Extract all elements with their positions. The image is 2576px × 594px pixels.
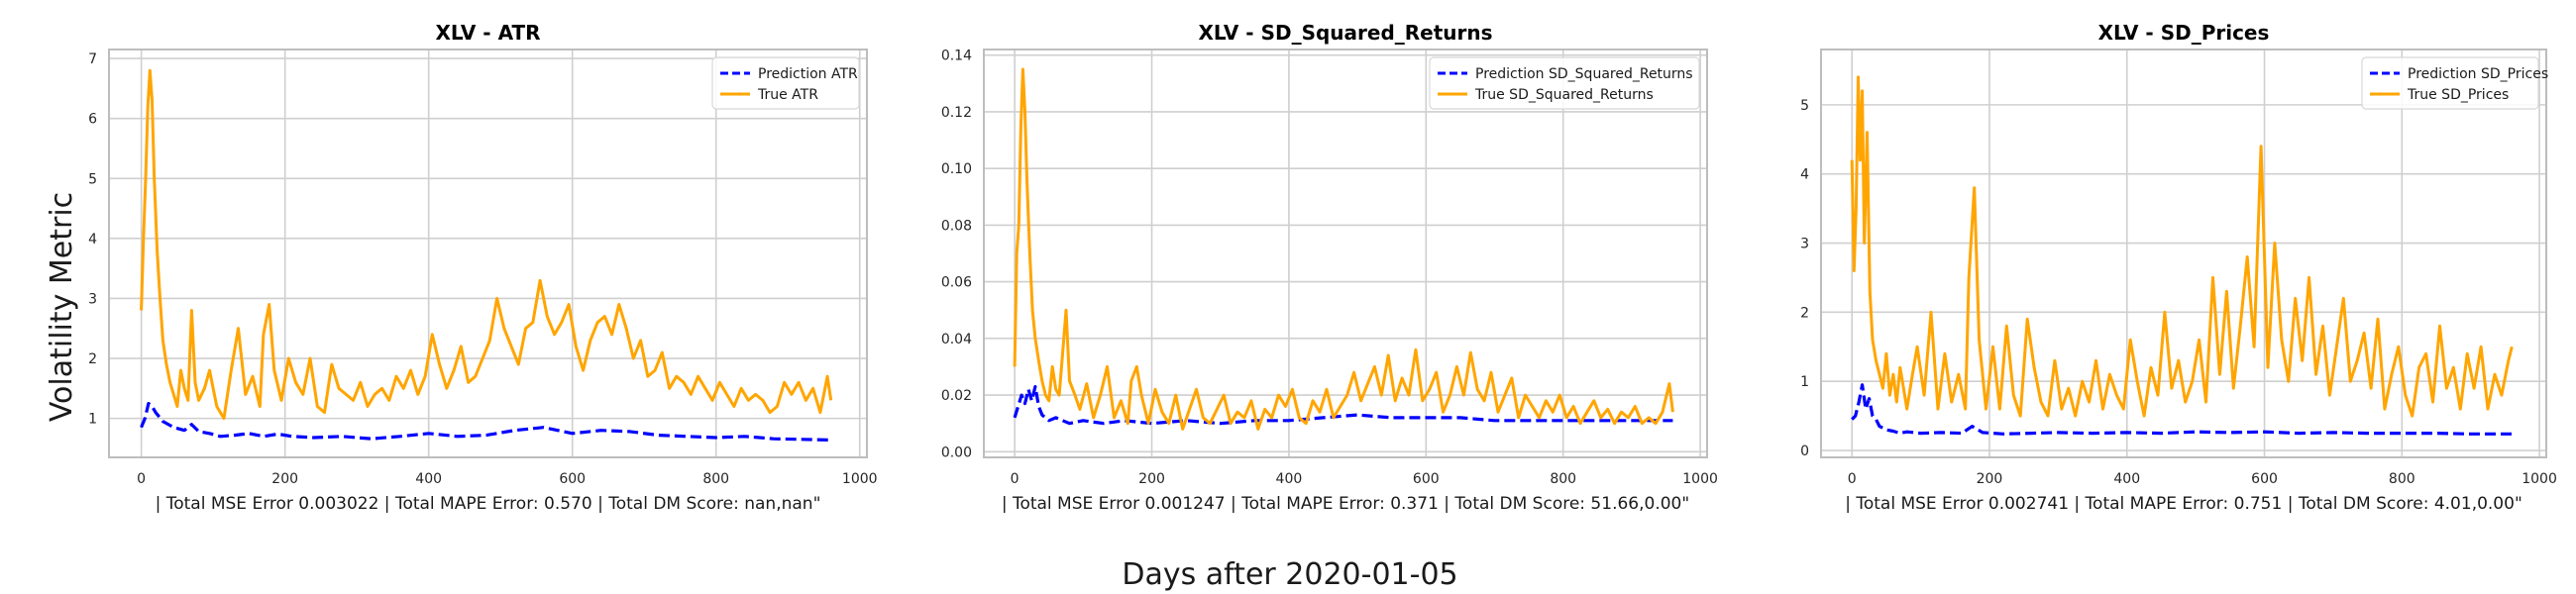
legend-label: True SD_Squared_Returns [1474,87,1654,103]
y-tick-label: 4 [88,232,97,248]
y-tick-label: 0.10 [941,161,972,177]
true-series-line [140,68,833,421]
chart-title: XLV - ATR [435,21,540,45]
figure-x-axis-label: Days after 2020-01-05 [1122,557,1457,592]
true-series-line [1013,67,1674,431]
x-axis-label: | Total MSE Error 0.002741 | Total MAPE … [1845,494,2522,514]
x-tick-label: 600 [1413,471,1440,487]
y-tick-label: 0.04 [941,332,972,347]
legend: Prediction SD_Prices True SD_Prices [2361,56,2548,110]
x-tick-label: 400 [2113,471,2140,487]
y-tick-label: 0.06 [941,275,972,291]
y-tick-label: 1 [1800,374,1809,390]
plot-frame [983,49,1708,458]
prediction-series-line [1013,384,1673,426]
y-tick-label: 5 [88,171,97,187]
x-tick-label: 800 [2389,471,2415,487]
true-series-line [1850,75,2514,418]
x-tick-label: 1000 [842,471,878,487]
y-tick-label: 0.12 [941,105,972,121]
legend-label: Prediction SD_Prices [2408,66,2548,82]
x-tick-label: 200 [1138,471,1165,487]
x-axis-label: | Total MSE Error 0.003022 | Total MAPE … [156,494,821,514]
y-tick-label: 2 [88,351,97,367]
x-tick-label: 600 [559,471,586,487]
prediction-series-line [1851,383,2513,436]
legend-label: Prediction ATR [758,66,858,82]
plot-frame [108,49,868,458]
x-tick-label: 200 [1977,471,2003,487]
y-tick-label: 0.14 [941,49,972,64]
chart-panel-2: 0 200 400 600 800 1000 0.00 0.02 0.04 0.06 0.08 0.1… [941,21,1718,514]
y-tick-label: 7 [88,51,97,67]
x-tick-label: 0 [1011,471,1020,487]
x-tick-label: 0 [1848,471,1857,487]
y-tick-label: 3 [88,291,97,307]
x-tick-label: 800 [1550,471,1576,487]
legend: Prediction ATR True ATR [711,56,860,110]
chart-title: XLV - SD_Squared_Returns [1198,21,1492,45]
legend-box [1429,56,1700,110]
y-tick-label: 0.08 [941,218,972,234]
chart-panel-1: 0 200 400 600 800 1000 1 2 3 4 5 6 7 XLV - ATR | Total… [88,21,877,514]
legend-label: Prediction SD_Squared_Returns [1475,66,1693,82]
y-tick-label: 6 [88,112,97,128]
plot-frame [1820,49,2547,458]
chart-title: XLV - SD_Prices [2098,21,2270,45]
y-tick-label: 0.02 [941,388,972,404]
prediction-series-line [140,401,831,442]
y-tick-label: 0.00 [941,445,972,460]
legend-label: True ATR [757,87,818,103]
x-tick-label: 1000 [1682,471,1718,487]
legend-box [711,56,860,110]
x-tick-label: 400 [1276,471,1303,487]
y-tick-label: 1 [88,412,97,428]
x-tick-label: 200 [271,471,298,487]
legend: Prediction SD_Squared_Returns True SD_Squ… [1429,56,1700,110]
y-tick-label: 5 [1800,98,1809,114]
x-tick-label: 600 [2251,471,2278,487]
legend-label: True SD_Prices [2407,87,2509,103]
x-tick-label: 1000 [2522,471,2557,487]
y-tick-label: 0 [1800,444,1809,459]
legend-box [2361,56,2539,110]
x-tick-label: 400 [415,471,442,487]
x-tick-label: 800 [702,471,729,487]
figure-y-axis-label: Volatility Metric [45,192,79,422]
chart-panel-3: 0 200 400 600 800 1000 0 1 2 3 4 5 XLV - SD_Prices | … [1800,21,2557,514]
y-tick-label: 3 [1800,237,1809,252]
x-tick-label: 0 [137,471,146,487]
y-tick-label: 2 [1800,305,1809,321]
x-axis-label: | Total MSE Error 0.001247 | Total MAPE … [1002,494,1689,514]
y-tick-label: 4 [1800,167,1809,183]
